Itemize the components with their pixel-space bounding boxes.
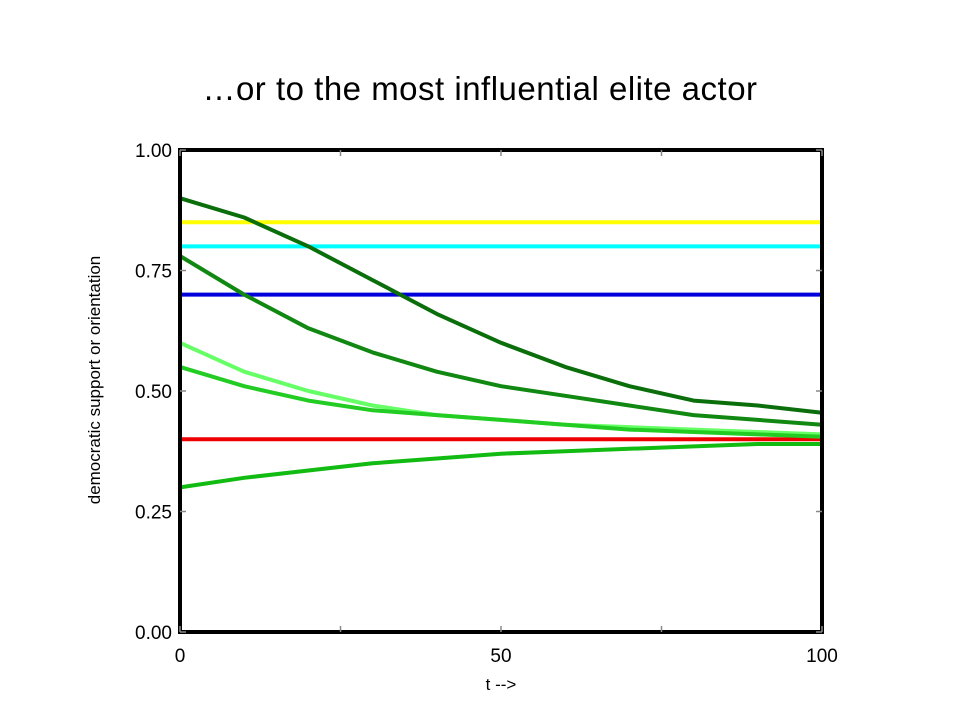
x-tick-label: 0 [175,646,186,667]
y-tick-label: 0.00 [135,623,172,644]
ticks-layer: 0.00 0.25 0.50 0.75 1.00 0 50 100 [135,141,838,667]
y-tick-label: 1.00 [135,141,172,162]
series-line-8 [178,442,824,490]
series-line-5 [178,254,824,427]
y-tick-label: 0.50 [135,382,172,403]
series-line-7 [178,364,824,439]
x-axis-label: t --> [486,675,517,694]
series-layer [178,196,824,490]
y-tick-label: 0.25 [135,503,172,524]
x-tick-label: 50 [490,646,511,667]
slide-title: …or to the most influential elite actor [202,70,758,107]
series-line-4 [178,196,824,415]
y-axis-label: democratic support or orientation [85,256,104,505]
x-tick-label: 100 [806,646,838,667]
y-tick-label: 0.75 [135,262,172,283]
